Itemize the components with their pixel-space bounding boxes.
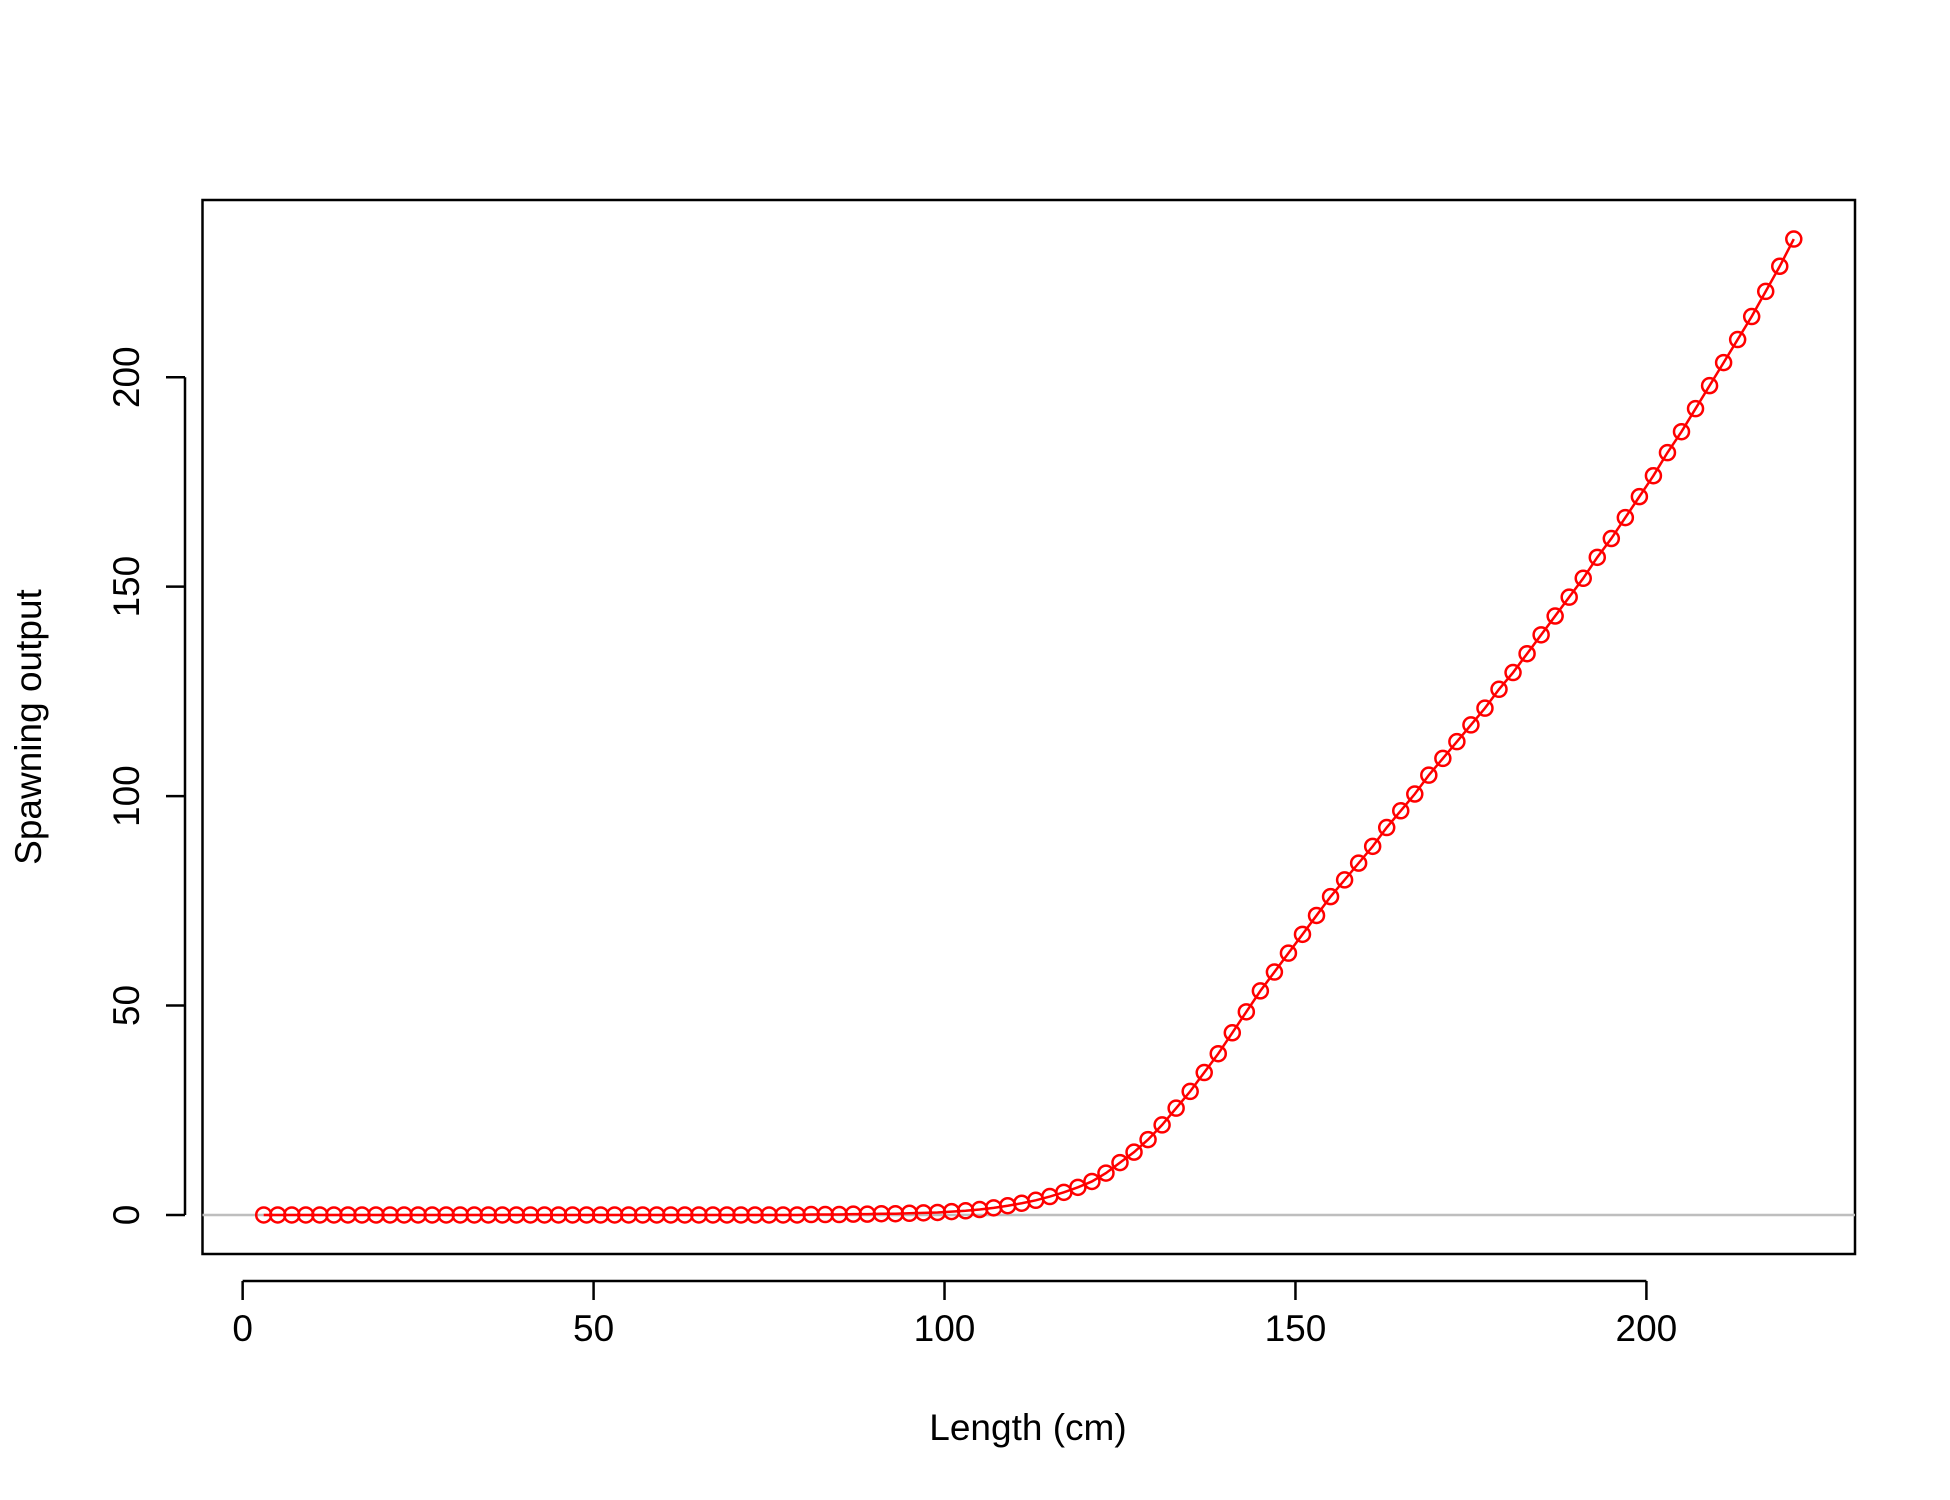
data-point — [1490, 680, 1508, 699]
data-point — [1448, 732, 1466, 751]
data-point — [1532, 626, 1550, 644]
data-point — [1069, 1178, 1087, 1197]
y-tick-label: 100 — [106, 765, 147, 827]
data-line — [263, 238, 1795, 1217]
data-point — [1406, 785, 1424, 803]
data-point — [1771, 257, 1789, 276]
data-point — [1546, 607, 1564, 625]
data-point — [1139, 1130, 1157, 1149]
data-point — [1153, 1116, 1171, 1134]
data-point — [1785, 230, 1803, 248]
data-point — [1083, 1172, 1101, 1191]
data-point — [1476, 699, 1494, 717]
data-point — [1363, 837, 1382, 856]
data-point — [1742, 307, 1761, 326]
data-point — [1504, 663, 1522, 682]
data-point — [1209, 1044, 1228, 1063]
data-point — [1223, 1024, 1242, 1042]
y-tick-label: 0 — [106, 1205, 147, 1226]
data-point — [1686, 399, 1705, 418]
data-point — [1391, 802, 1410, 820]
x-tick-label: 150 — [1265, 1308, 1327, 1349]
data-point — [1279, 944, 1298, 962]
data-point — [1181, 1082, 1199, 1101]
x-tick-label: 50 — [573, 1308, 614, 1349]
y-tick-label: 50 — [106, 985, 147, 1026]
data-point — [1321, 887, 1340, 906]
data-point — [1167, 1099, 1185, 1117]
data-point — [1335, 871, 1354, 889]
data-point — [1237, 1003, 1256, 1021]
y-axis-label: Spawning output — [8, 588, 49, 864]
x-axis-label: Length (cm) — [929, 1407, 1126, 1448]
data-point — [1307, 906, 1326, 925]
data-point — [1574, 569, 1592, 588]
data-point — [1518, 644, 1536, 663]
data-point — [1349, 854, 1368, 872]
data-point — [1462, 716, 1480, 734]
data-point — [1588, 548, 1607, 567]
y-tick-label: 200 — [106, 346, 147, 408]
data-point — [1377, 818, 1396, 837]
plot-frame — [201, 198, 1857, 1256]
x-tick-label: 0 — [232, 1308, 253, 1349]
data-point — [1265, 963, 1284, 981]
data-point — [1560, 588, 1578, 606]
data-point — [1644, 466, 1663, 485]
data-point — [1672, 422, 1691, 441]
data-point — [1700, 376, 1719, 395]
data-point — [1728, 330, 1747, 349]
data-point — [1420, 766, 1438, 784]
data-point — [1714, 353, 1733, 372]
data-point — [1111, 1153, 1129, 1172]
data-point — [1630, 487, 1649, 506]
data-point — [1616, 508, 1635, 527]
data-point — [1293, 925, 1312, 944]
data-point — [1658, 443, 1677, 462]
data-point — [1756, 282, 1775, 301]
data-point — [1602, 529, 1621, 548]
y-tick-label: 150 — [106, 556, 147, 618]
data-point — [1434, 749, 1452, 768]
data-point — [1195, 1063, 1213, 1082]
data-point — [1125, 1143, 1143, 1161]
x-tick-label: 100 — [914, 1308, 976, 1349]
data-point — [1251, 982, 1270, 1000]
x-tick-label: 200 — [1616, 1308, 1678, 1349]
data-point — [1097, 1164, 1115, 1182]
